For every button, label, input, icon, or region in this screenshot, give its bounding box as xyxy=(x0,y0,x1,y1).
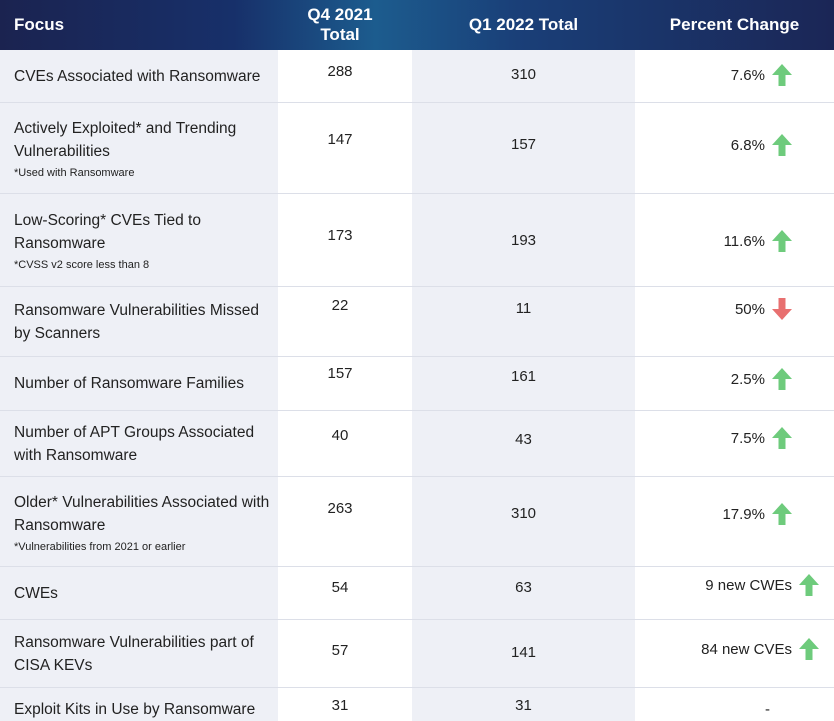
q4-2021-value: 57 xyxy=(331,642,349,659)
percent-change-value: 17.9% xyxy=(722,505,765,523)
table-row: Actively Exploited* and Trending Vulnera… xyxy=(0,103,834,194)
percent-change-value: 11.6% xyxy=(723,232,765,250)
focus-footnote: *Used with Ransomware xyxy=(14,167,135,179)
table-row: Ransomware Vulnerabilities Missed by Sca… xyxy=(0,287,834,357)
focus-footnote: *CVSS v2 score less than 8 xyxy=(14,259,150,271)
arrow-up-icon xyxy=(771,229,793,253)
percent-change-cell: - xyxy=(635,701,834,718)
arrow-up-icon xyxy=(798,637,820,661)
focus-label: Exploit Kits in Use by Ransomware xyxy=(14,700,256,718)
focus-label: Low-Scoring* CVEs Tied to Ransomware xyxy=(14,212,201,252)
focus-cell: Ransomware Vulnerabilities part of CISA … xyxy=(14,620,270,687)
percent-change-cell: 7.6% xyxy=(635,63,834,87)
q1-2022-value: 43 xyxy=(515,431,532,448)
q1-2022-value: 310 xyxy=(510,505,537,522)
arrow-down-icon xyxy=(771,297,793,321)
focus-cell: Ransomware Vulnerabilities Missed by Sca… xyxy=(14,287,270,356)
focus-label: Ransomware Vulnerabilities Missed by Sca… xyxy=(14,301,259,342)
arrow-up-icon xyxy=(771,502,793,526)
q4-2021-value: 157 xyxy=(327,365,353,382)
percent-change-value: 50% xyxy=(734,300,765,318)
focus-label: Number of Ransomware Families xyxy=(14,375,244,392)
q1-2022-value: 31 xyxy=(515,697,532,714)
header-q4-2021: Q4 2021 Total xyxy=(278,0,402,50)
focus-label: Ransomware Vulnerabilities part of CISA … xyxy=(14,633,254,674)
q4-2021-value: 173 xyxy=(327,227,353,244)
arrow-up-icon xyxy=(771,63,793,87)
table-row: Number of APT Groups Associated with Ran… xyxy=(0,411,834,477)
table-body: CVEs Associated with Ransomware 288 310 7.6… xyxy=(0,50,834,721)
q4-2021-value: 288 xyxy=(327,63,353,80)
focus-label: Number of APT Groups Associated with Ran… xyxy=(14,423,255,464)
percent-change-value: 2.5% xyxy=(730,370,765,388)
focus-cell: Exploit Kits in Use by Ransomware xyxy=(14,688,270,721)
column-bg-q1 xyxy=(412,50,635,721)
arrow-up-icon xyxy=(771,426,793,450)
focus-cell: Low-Scoring* CVEs Tied to Ransomware *CVS… xyxy=(14,194,270,286)
percent-change-cell: 2.5% xyxy=(635,367,834,391)
table-row: CVEs Associated with Ransomware 288 310 7.6… xyxy=(0,50,834,103)
percent-change-value: 9 new CWEs xyxy=(705,576,792,594)
q4-2021-value: 22 xyxy=(331,297,349,314)
table-row: CWEs 54 63 9 new CWEs xyxy=(0,567,834,620)
header-q4-line2: Total xyxy=(320,25,360,44)
focus-label: CVEs Associated with Ransomware xyxy=(14,67,261,85)
table-row: Low-Scoring* CVEs Tied to Ransomware *CVS… xyxy=(0,194,834,287)
percent-change-cell: 7.5% xyxy=(635,426,834,450)
percent-change-cell: 9 new CWEs xyxy=(635,573,834,597)
table-row: Exploit Kits in Use by Ransomware 31 31 - xyxy=(0,688,834,721)
table-row: Ransomware Vulnerabilities part of CISA … xyxy=(0,620,834,688)
q4-2021-value: 54 xyxy=(331,579,349,596)
focus-cell: Number of APT Groups Associated with Ran… xyxy=(14,411,270,476)
header-q4-line1: Q4 2021 xyxy=(307,5,373,24)
focus-footnote: *Vulnerabilities from 2021 or earlier xyxy=(14,540,186,553)
percent-change-value: 6.8% xyxy=(730,136,765,154)
q4-2021-value: 31 xyxy=(331,697,349,714)
percent-change-value: 7.6% xyxy=(730,66,765,84)
percent-change-cell: 17.9% xyxy=(635,502,834,526)
focus-label: CWEs xyxy=(14,584,58,602)
header-q1-2022: Q1 2022 Total xyxy=(468,15,579,34)
q4-2021-value: 147 xyxy=(327,131,353,148)
q1-2022-value: 161 xyxy=(510,368,537,385)
table-row: Older* Vulnerabilities Associated with R… xyxy=(0,477,834,567)
column-bg-q4 xyxy=(278,50,412,721)
table-header: Focus Q4 2021 Total Q1 2022 Total Percen… xyxy=(0,0,834,50)
percent-change-cell: 6.8% xyxy=(635,133,834,157)
table-row: Number of Ransomware Families 157 161 2.5% xyxy=(0,357,834,411)
percent-change-value: - xyxy=(765,701,770,718)
q1-2022-value: 11 xyxy=(515,300,532,317)
focus-cell: Actively Exploited* and Trending Vulnera… xyxy=(14,103,270,193)
focus-cell: CWEs xyxy=(14,567,270,619)
focus-label: Older* Vulnerabilities Associated with R… xyxy=(14,493,270,534)
percent-change-cell: 84 new CVEs xyxy=(635,637,834,661)
q1-2022-value: 310 xyxy=(510,66,537,83)
percent-change-value: 84 new CVEs xyxy=(701,640,792,658)
percent-change-cell: 11.6% xyxy=(635,229,834,253)
column-bg-focus xyxy=(0,50,278,721)
focus-label: Actively Exploited* and Trending Vulnera… xyxy=(14,120,237,160)
focus-cell: Older* Vulnerabilities Associated with R… xyxy=(14,477,270,566)
column-bg-change xyxy=(635,50,834,721)
header-focus: Focus xyxy=(14,15,65,34)
arrow-up-icon xyxy=(798,573,820,597)
header-percent-change: Percent Change xyxy=(669,15,800,34)
q4-2021-value: 263 xyxy=(327,500,353,517)
percent-change-cell: 50% xyxy=(635,297,834,321)
q1-2022-value: 63 xyxy=(515,579,532,596)
focus-cell: CVEs Associated with Ransomware xyxy=(14,50,270,102)
focus-cell: Number of Ransomware Families xyxy=(14,357,270,410)
q1-2022-value: 193 xyxy=(510,232,537,249)
q4-2021-value: 40 xyxy=(331,427,349,444)
arrow-up-icon xyxy=(771,133,793,157)
q1-2022-value: 157 xyxy=(510,136,537,153)
arrow-up-icon xyxy=(771,367,793,391)
percent-change-value: 7.5% xyxy=(730,429,765,447)
q1-2022-value: 141 xyxy=(510,644,537,661)
